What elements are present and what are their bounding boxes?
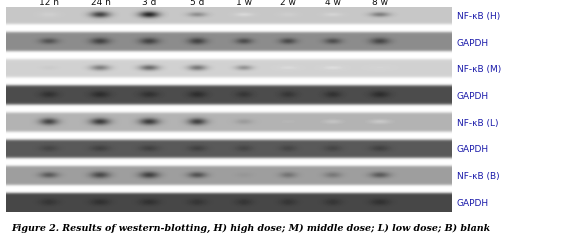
Text: 5 d: 5 d: [190, 0, 205, 7]
Text: Figure 2. Results of western-blotting, H) high dose; M) middle dose; L) low dose: Figure 2. Results of western-blotting, H…: [12, 223, 491, 233]
Text: NF-κB (B): NF-κB (B): [456, 172, 499, 181]
Text: GAPDH: GAPDH: [456, 92, 489, 101]
Text: GAPDH: GAPDH: [456, 199, 489, 208]
Text: GAPDH: GAPDH: [456, 145, 489, 154]
Text: 2 w: 2 w: [280, 0, 296, 7]
Text: 8 w: 8 w: [372, 0, 388, 7]
Text: 12 h: 12 h: [39, 0, 59, 7]
Text: NF-κB (L): NF-κB (L): [456, 119, 498, 128]
Text: 24 h: 24 h: [91, 0, 111, 7]
Text: NF-κB (M): NF-κB (M): [456, 65, 501, 74]
Text: 4 w: 4 w: [325, 0, 340, 7]
Text: 1 w: 1 w: [236, 0, 252, 7]
Text: 3 d: 3 d: [143, 0, 157, 7]
Text: GAPDH: GAPDH: [456, 39, 489, 48]
Text: NF-κB (H): NF-κB (H): [456, 12, 500, 21]
